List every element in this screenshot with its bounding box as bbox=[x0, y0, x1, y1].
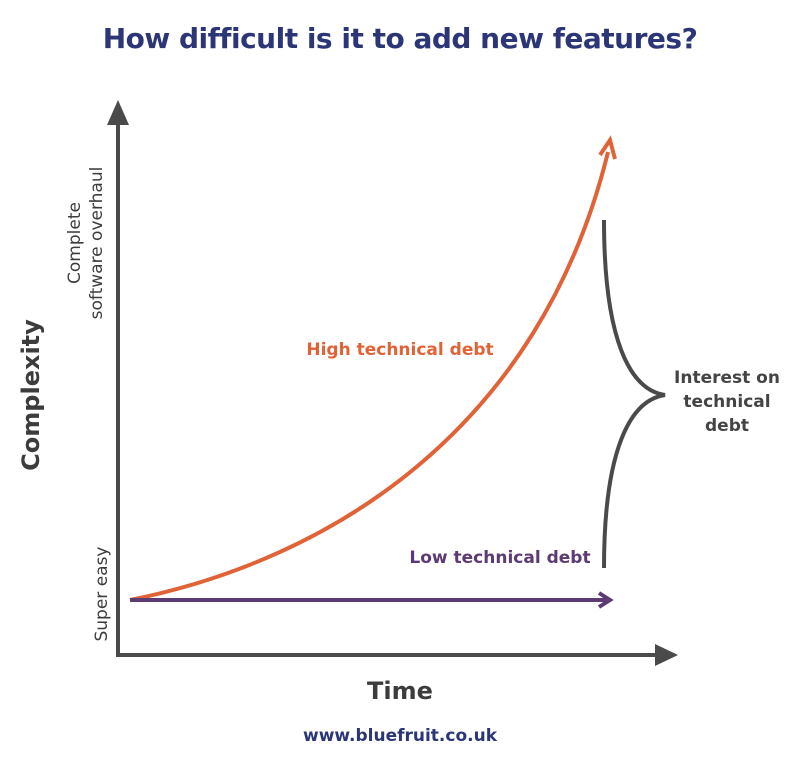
y-axis-high: software overhaul bbox=[87, 167, 107, 320]
high-debt-curve bbox=[129, 151, 610, 602]
curve-label: High technical debt bbox=[306, 340, 493, 360]
x-axis-arrow bbox=[655, 644, 678, 666]
x-axis-title: Time bbox=[367, 677, 433, 705]
y-axis-low: Super easy bbox=[92, 546, 112, 641]
title: How difficult is it to add new features? bbox=[103, 22, 698, 55]
axes bbox=[107, 100, 678, 666]
curve-label: Low technical debt bbox=[409, 548, 590, 568]
y-axis-high: Complete bbox=[65, 202, 85, 284]
low-debt-arrow bbox=[597, 591, 614, 609]
y-axis-title: Complexity bbox=[17, 319, 45, 471]
annotation: technical bbox=[683, 392, 770, 412]
high-debt-arrow bbox=[598, 135, 617, 160]
annotation: Interest on bbox=[674, 368, 780, 388]
brace bbox=[602, 219, 666, 569]
footer-url: www.bluefruit.co.uk bbox=[303, 726, 498, 746]
y-axis-arrow bbox=[107, 100, 129, 125]
annotation: debt bbox=[705, 416, 749, 436]
